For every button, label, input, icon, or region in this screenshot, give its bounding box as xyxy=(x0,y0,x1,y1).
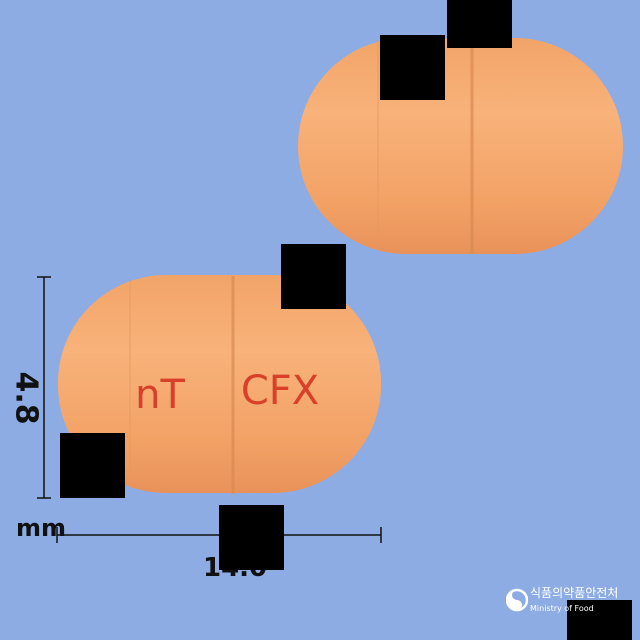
imprint-right-text: CFX xyxy=(241,368,319,414)
ministry-name-text: 식품의약품안전처 xyxy=(530,586,619,600)
redaction-block xyxy=(60,433,125,498)
redaction-block xyxy=(281,244,346,309)
height-value-label: 4.8 xyxy=(8,371,44,425)
redaction-block xyxy=(447,0,512,48)
imprint-left-text: nT xyxy=(135,372,185,418)
height-dimension-line xyxy=(37,276,51,499)
capsule-back xyxy=(298,38,623,254)
ministry-logo: 식품의약품안전처 Ministry of Food xyxy=(506,582,619,622)
ministry-emblem-icon xyxy=(506,588,528,612)
redaction-block xyxy=(567,600,632,640)
ministry-subtitle-text: Ministry of Food xyxy=(530,604,594,613)
redaction-block xyxy=(219,505,284,570)
redaction-block xyxy=(380,35,445,100)
capsule-front: nT CFX xyxy=(58,275,381,494)
unit-label: mm xyxy=(16,514,67,542)
